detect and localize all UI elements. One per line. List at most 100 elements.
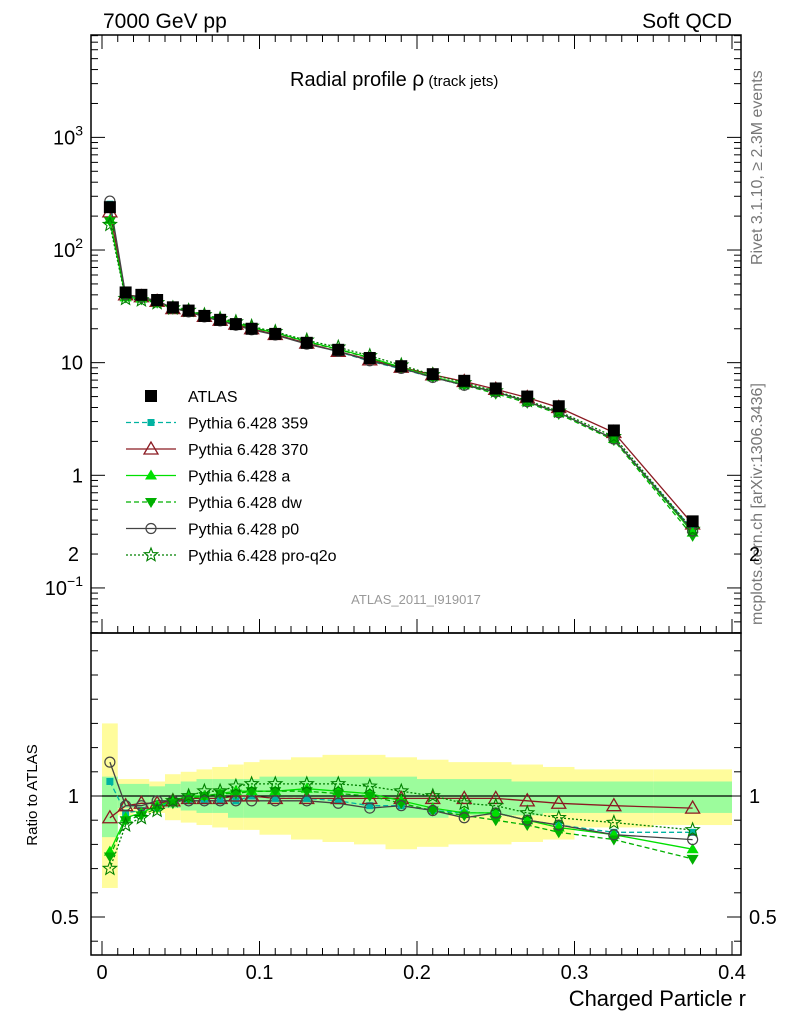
legend-marker-p0 [145, 522, 157, 535]
ratio-point-pq2o [133, 809, 150, 825]
x-tick-label: 0.3 [561, 962, 589, 984]
main-point-atlas [166, 301, 179, 314]
legend-marker-p370 [142, 440, 160, 455]
legend-marker-atlas [145, 390, 157, 402]
main-point-pq2o [101, 216, 118, 232]
main-point-atlas [363, 351, 376, 364]
legend-item-p0: Pythia 6.428 p0 [126, 522, 299, 539]
main-panel: 10−1 1 10 102 103 Radial profile ρ (track je… [45, 34, 742, 634]
ratio-point-dw [332, 789, 345, 800]
ratio-point-p0 [269, 795, 281, 807]
legend-label-p370: Pythia 6.428 370 [188, 442, 308, 459]
analysis-id-label: ATLAS_2011_I919017 [351, 592, 481, 607]
main-point-atlas [332, 343, 345, 356]
ratio-point-dw [426, 806, 439, 817]
ratio-point-pq2o [243, 775, 260, 791]
ratio-point-pq2o [330, 775, 347, 791]
main-point-atlas [521, 390, 534, 403]
x-tick-label: 0.4 [718, 962, 746, 984]
ratio-point-p0 [364, 802, 376, 814]
main-point-atlas [103, 201, 116, 214]
ratio-point-p359 [271, 794, 279, 802]
main-point-atlas [426, 368, 439, 381]
ratio-point-p370 [684, 799, 701, 814]
uncertainty-band-inner [653, 781, 732, 813]
ratio-point-pq2o [196, 782, 213, 799]
ratio-point-p0 [521, 814, 533, 826]
x-tick-label: 0 [96, 962, 107, 984]
legend-label-p359: Pythia 6.428 359 [188, 416, 308, 433]
ratio-point-p0 [183, 795, 195, 807]
ratio-panel: 0 0.1 0.2 0.3 0.4 0.5 0.5 1 1 2 2 [51, 544, 777, 984]
ratio-point-pq2o [298, 775, 315, 791]
legend-label-a: Pythia 6.428 a [188, 469, 290, 486]
ratio-point-pq2o [212, 782, 229, 799]
x-tick-label: 0.2 [403, 962, 431, 984]
ratio-point-pq2o [149, 801, 166, 818]
ratio-point-dw [119, 816, 132, 827]
main-point-atlas [489, 382, 502, 395]
ratio-series-line-dw [109, 790, 693, 860]
ratio-point-a [489, 806, 502, 817]
ratio-point-p0 [198, 795, 210, 807]
ratio-point-pq2o [605, 814, 622, 830]
legend-item-p370: Pythia 6.428 370 [126, 440, 308, 459]
ratio-point-dw [363, 792, 376, 802]
ratio-series-line-p0 [109, 761, 693, 841]
x-tick-label: 0.1 [246, 962, 274, 984]
header-category: Soft QCD [642, 10, 732, 33]
legend-marker-a [145, 469, 157, 480]
main-point-atlas [182, 304, 195, 317]
ratio-point-pq2o [101, 860, 118, 876]
ratio-point-p359 [106, 777, 114, 785]
y-tick-label: 10 [61, 353, 83, 375]
ratio-series-line-p370 [109, 795, 693, 819]
ratio-y-tick-label-left: 2 [68, 544, 79, 566]
y-tick-label: 102 [53, 235, 83, 262]
ratio-point-dw [686, 854, 699, 865]
ratio-point-pq2o [227, 777, 244, 794]
ratio-y-tick-label-left: 0.5 [51, 907, 79, 929]
ratio-point-p0 [395, 800, 407, 812]
ratio-axis-label: Ratio to ATLAS [24, 744, 41, 845]
main-point-atlas [607, 424, 620, 437]
uncertainty-band-inner [102, 776, 118, 838]
ratio-point-p0 [687, 833, 699, 846]
ratio-point-pq2o [456, 794, 473, 811]
ratio-point-p0 [332, 797, 344, 809]
legend-item-dw: Pythia 6.428 dw [126, 495, 302, 512]
ratio-point-dw [103, 852, 116, 863]
ratio-point-p359 [366, 802, 374, 810]
ratio-point-pq2o [361, 777, 378, 794]
legend-marker-dw [145, 498, 157, 508]
ratio-point-p370 [605, 797, 623, 812]
ratio-point-p0 [104, 756, 116, 768]
main-point-atlas [458, 374, 471, 387]
ratio-point-pq2o [267, 775, 284, 791]
plot-title: Radial profile ρ (track jets) [290, 68, 498, 91]
ratio-point-pq2o [550, 809, 567, 825]
ratio-point-dw [135, 811, 148, 822]
ratio-point-pq2o [519, 804, 536, 820]
legend-label-pq2o: Pythia 6.428 pro-q2o [188, 548, 337, 565]
main-point-atlas [119, 286, 132, 299]
ratio-y-tick-label-left: 1 [68, 786, 79, 808]
y-tick-label: 1 [72, 465, 83, 487]
ratio-point-p370 [456, 790, 473, 805]
main-point-atlas [135, 288, 148, 301]
ratio-point-dw [552, 828, 565, 839]
ratio-point-p370 [101, 809, 119, 824]
legend-item-p359: Pythia 6.428 359 [126, 416, 308, 433]
ratio-point-p0 [608, 829, 620, 841]
ratio-point-pq2o [164, 792, 181, 808]
ratio-point-p370 [487, 790, 504, 805]
mcplots-reference-label: mcplots.cern.ch [arXiv:1306.3436] [749, 383, 766, 625]
ratio-frame [90, 632, 742, 956]
main-point-atlas [198, 309, 211, 322]
ratio-series-line-pq2o [109, 783, 693, 869]
y-tick-label: 10−1 [45, 573, 83, 600]
legend-item-pq2o: Pythia 6.428 pro-q2o [126, 546, 337, 565]
main-frame [90, 34, 742, 634]
ratio-point-p0 [458, 812, 470, 824]
